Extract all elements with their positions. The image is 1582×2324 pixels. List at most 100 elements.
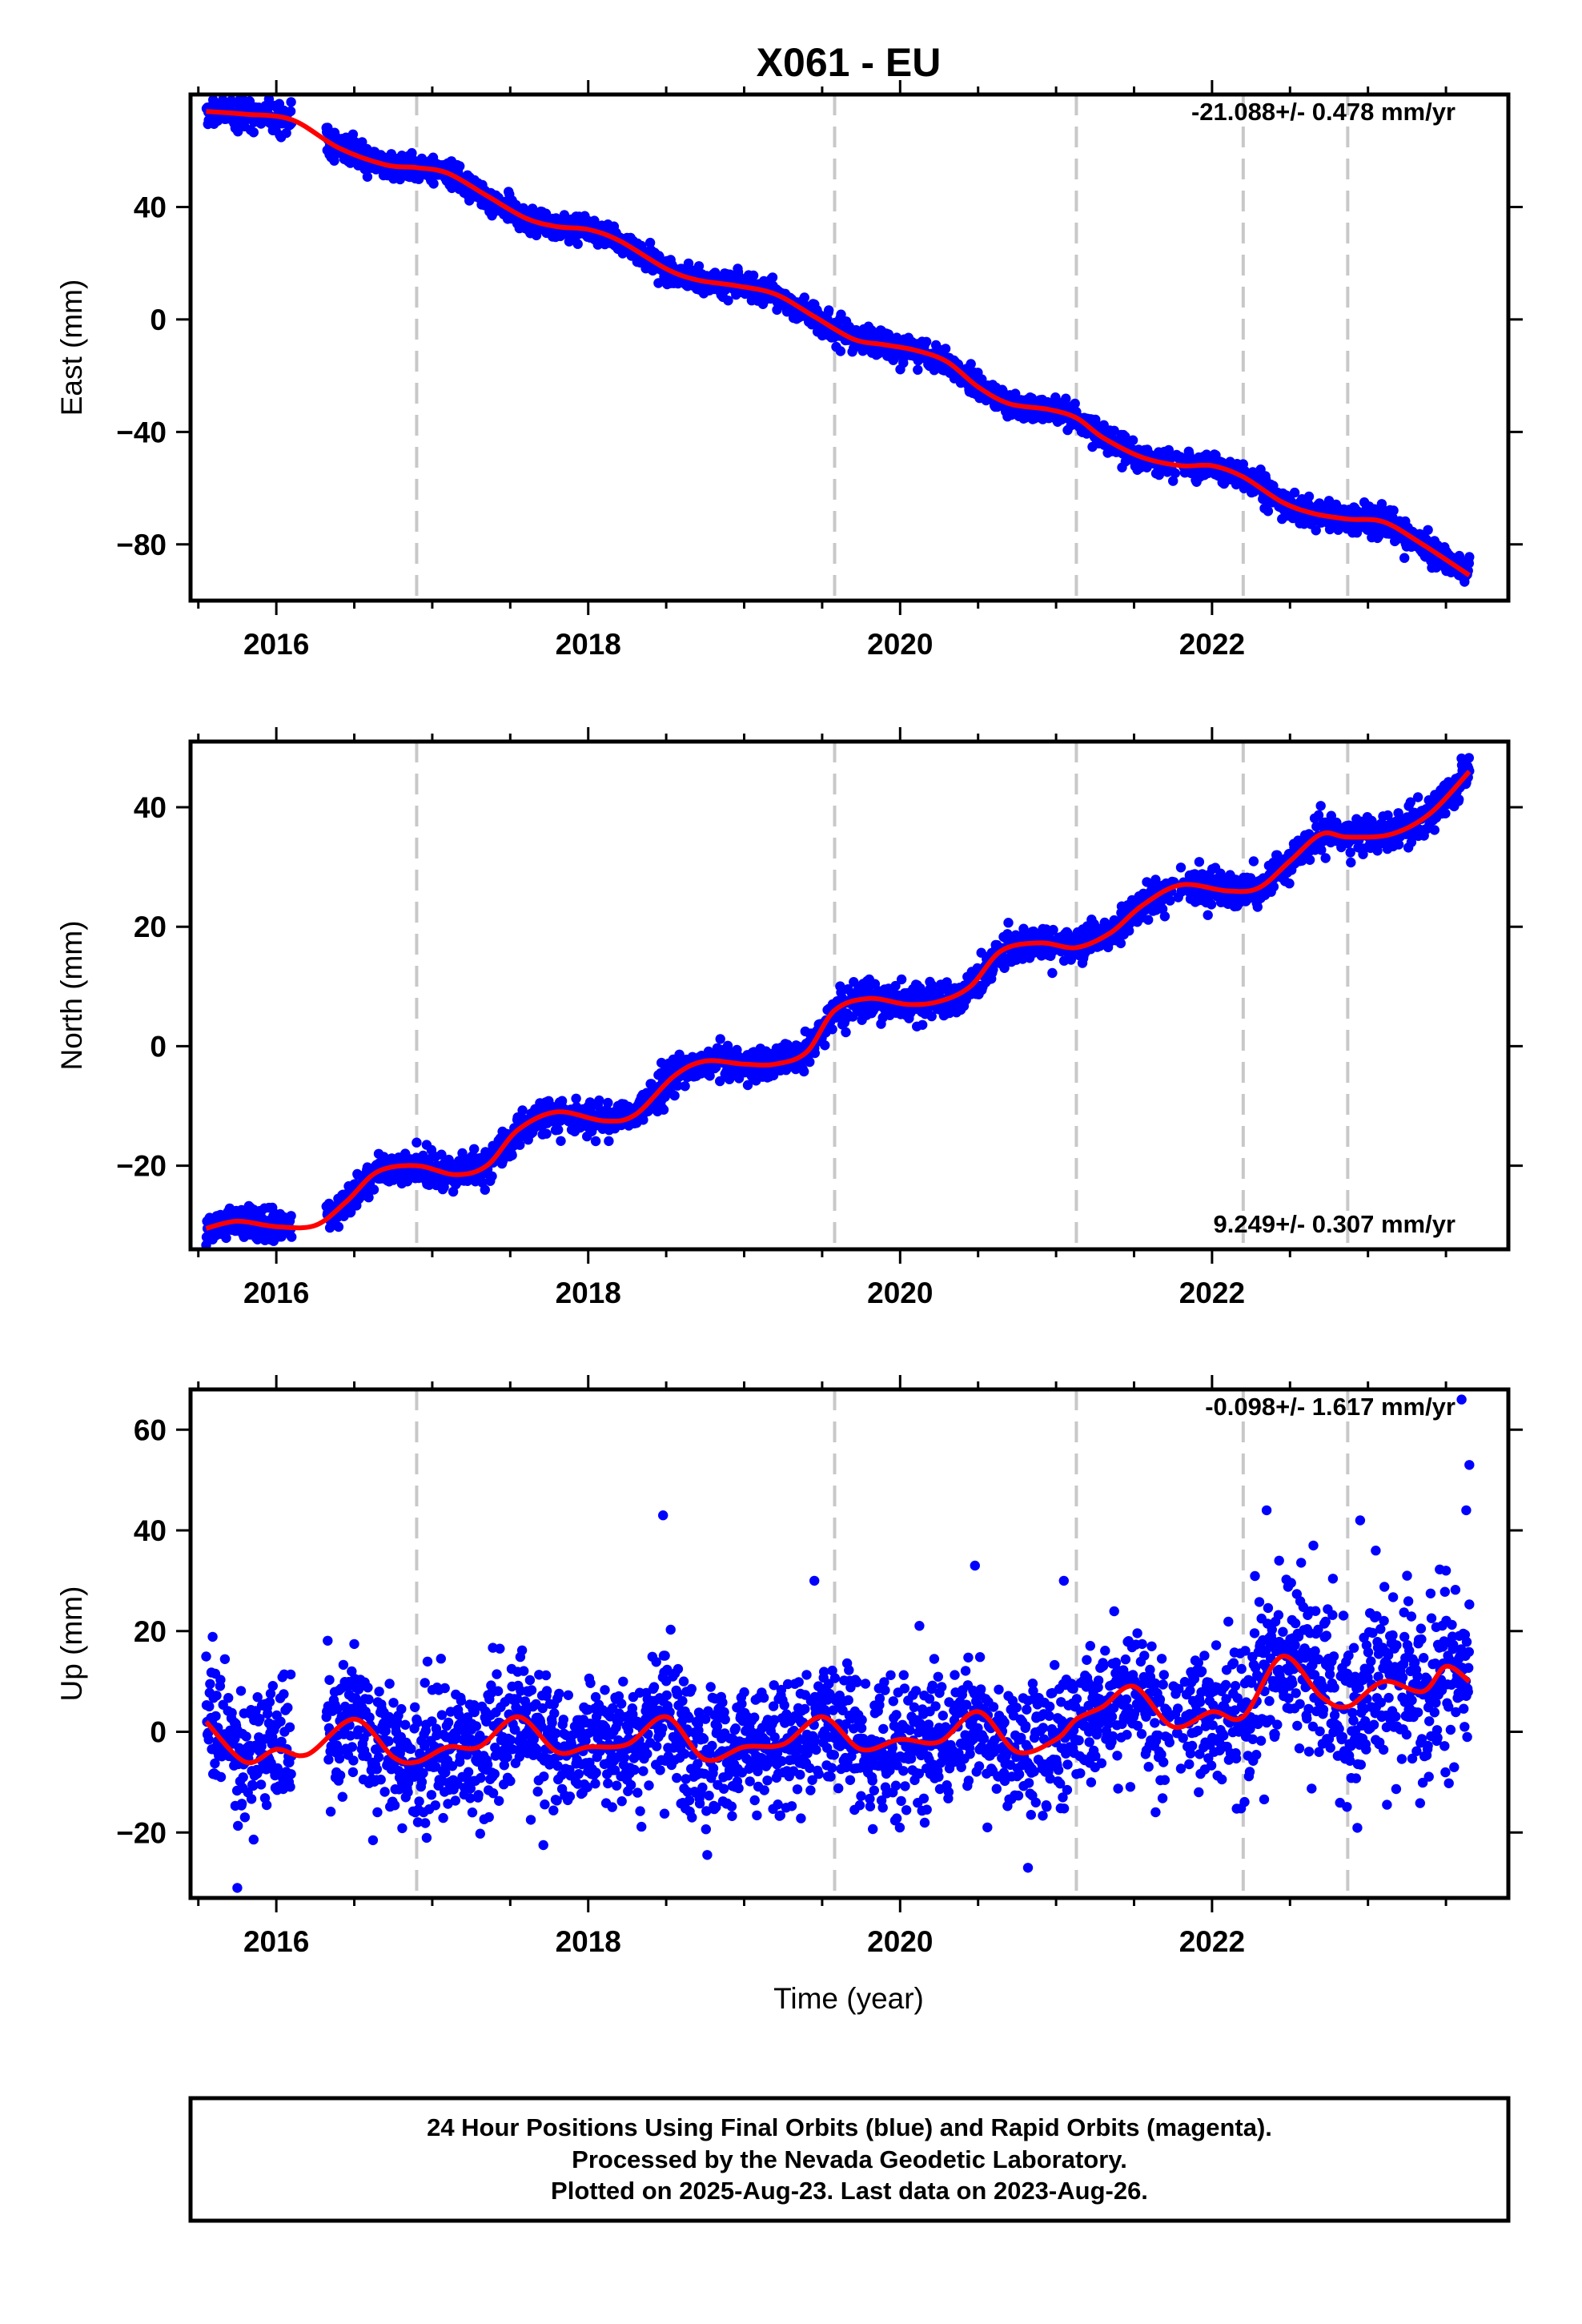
data-point [286,1211,296,1221]
data-point [515,1140,525,1150]
data-point [412,1137,422,1148]
data-point [1346,857,1356,868]
data-point [848,1011,858,1022]
data-point [556,1096,568,1106]
data-point [553,1124,564,1136]
data-point [824,305,834,316]
data-point [1061,393,1071,404]
data-point [742,1080,753,1091]
data-point [1206,899,1217,910]
data-point [436,1149,447,1160]
y-tick-label: 40 [134,191,167,223]
data-point [917,1019,928,1031]
data-point [416,153,428,164]
data-point [1289,487,1300,498]
data-point [221,1232,231,1244]
data-point [921,336,932,347]
y-tick-label: −40 [116,416,167,448]
data-point [693,261,705,271]
data-point [1399,553,1410,563]
data-point [572,239,583,249]
data-point [966,359,976,369]
data-point [1047,967,1058,979]
y-tick-label: 0 [150,304,167,336]
data-point [1003,918,1014,928]
data-point [644,237,656,248]
data-point [1048,924,1058,935]
y-tick-label: −80 [116,529,167,561]
data-point [541,1128,552,1139]
data-point [263,94,275,104]
data-point [1248,856,1259,866]
data-point [226,95,237,106]
data-point [715,1034,725,1044]
data-point [571,1093,581,1104]
plot-frame [188,92,1511,603]
data-point [1070,398,1080,409]
data-point [940,344,951,354]
x-tick-label: 2022 [1179,628,1245,661]
data-point [767,272,778,283]
data-point [357,137,367,147]
data-point [926,1011,937,1022]
data-point [890,980,901,991]
data-point [480,1184,490,1195]
data-point [286,97,296,107]
data-point [836,309,846,320]
data-point [805,1056,815,1068]
velocity-label: -21.088+/- 0.478 mm/yr [1191,98,1456,126]
data-point [329,155,339,166]
data-point [653,278,664,288]
data-point [1315,801,1326,811]
data-point [1002,929,1013,939]
data-point [556,1136,566,1147]
data-point [1143,915,1154,925]
data-point [285,106,296,117]
data-point [913,364,923,375]
data-point [1304,854,1315,866]
data-point [896,974,907,985]
data-point [658,1104,669,1115]
data-point [680,1081,690,1092]
data-point [1464,552,1475,562]
data-point [507,1150,517,1160]
data-point [347,129,359,139]
data-point [455,161,465,171]
data-point [1175,862,1186,873]
data-point [683,258,694,269]
data-point [790,1063,801,1075]
data-point [841,1027,851,1038]
data-point [1423,525,1433,535]
data-point [1252,902,1263,912]
data-point [674,1049,685,1060]
data-point [604,1136,614,1147]
data-point [517,1105,528,1116]
x-tick-label: 2016 [243,628,309,661]
data-point [1194,857,1205,867]
data-point [1163,444,1174,456]
chart-title: X061 - EU [757,40,942,85]
data-point [1127,435,1138,445]
data-point [590,1136,601,1147]
data-point [487,1171,497,1182]
fit-curve [206,109,1471,577]
data-point [835,346,846,356]
data-point [809,1047,820,1059]
data-point [1203,910,1213,920]
data-point [799,292,809,303]
data-point [1303,491,1315,502]
data-point [323,123,333,133]
data-point [362,171,373,182]
data-point [1263,506,1274,517]
data-point [1115,938,1126,949]
data-point [1154,469,1165,480]
data-point [346,1207,356,1217]
data-point [799,1066,809,1077]
y-axis-label: East (mm) [55,279,88,416]
data-point [669,1090,680,1101]
data-point [1311,525,1321,536]
